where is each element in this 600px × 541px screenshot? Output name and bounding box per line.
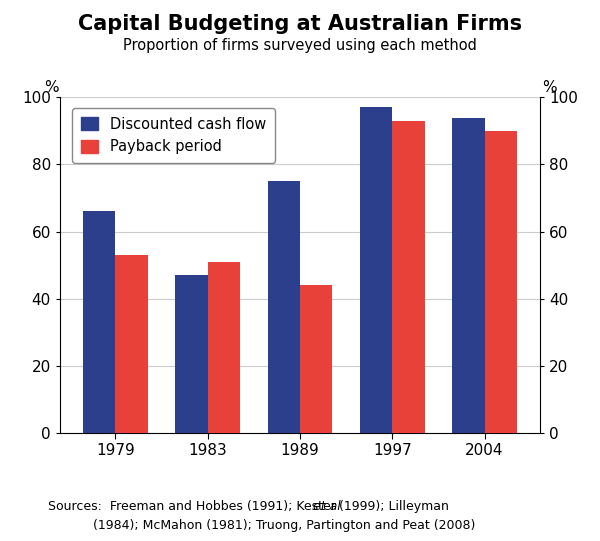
Bar — [392, 121, 425, 433]
Text: Proportion of firms surveyed using each method: Proportion of firms surveyed using each … — [123, 38, 477, 53]
Bar — [115, 255, 148, 433]
Text: %: % — [44, 80, 58, 95]
Text: Capital Budgeting at Australian Firms: Capital Budgeting at Australian Firms — [78, 14, 522, 34]
Bar — [300, 285, 332, 433]
Text: (1999); Lilleyman: (1999); Lilleyman — [335, 500, 449, 513]
Bar — [268, 181, 300, 433]
Text: (1984); McMahon (1981); Truong, Partington and Peat (2008): (1984); McMahon (1981); Truong, Partingt… — [93, 519, 475, 532]
Bar — [83, 212, 115, 433]
Text: Sources:  Freeman and Hobbes (1991); Kester: Sources: Freeman and Hobbes (1991); Kest… — [48, 500, 340, 513]
Bar — [175, 275, 208, 433]
Text: %: % — [542, 80, 556, 95]
Bar — [452, 117, 485, 433]
Legend: Discounted cash flow, Payback period: Discounted cash flow, Payback period — [72, 108, 275, 163]
Bar — [360, 108, 392, 433]
Text: et al: et al — [313, 500, 341, 513]
Bar — [485, 131, 517, 433]
Bar — [208, 262, 240, 433]
